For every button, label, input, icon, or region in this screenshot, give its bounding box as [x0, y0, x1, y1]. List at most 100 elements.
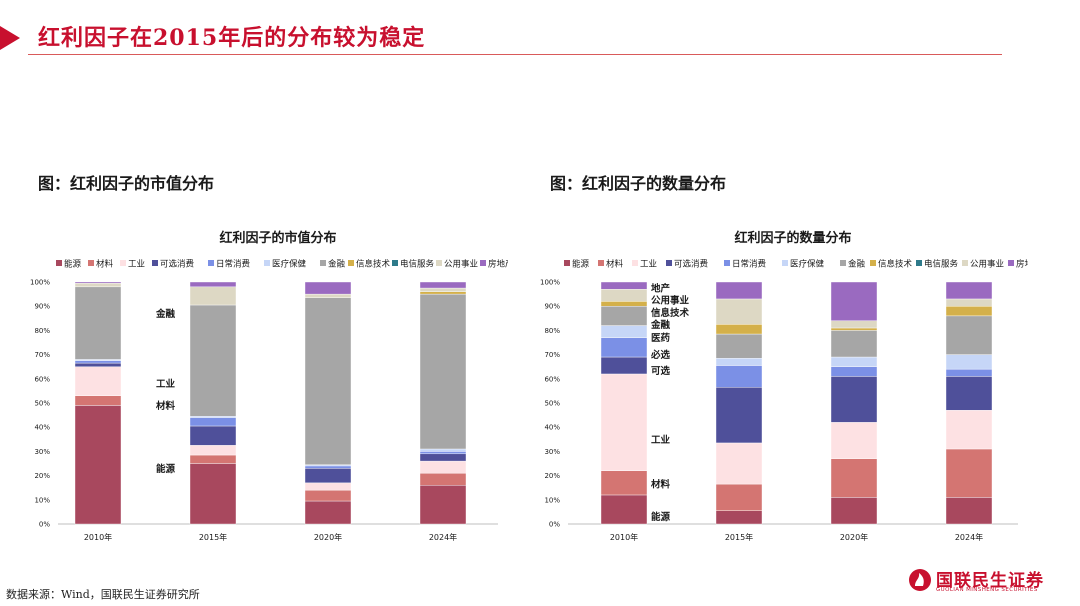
legend-swatch	[598, 260, 604, 266]
legend-label: 日常消费	[216, 259, 251, 270]
bar-segment	[945, 354, 993, 370]
y-tick-label: 10%	[544, 496, 560, 504]
company-logo: 国联民生证券 GUOLIAN MINSHENG SECURITIES	[908, 564, 1058, 596]
legend-swatch	[480, 260, 486, 266]
bar-segment	[600, 325, 648, 338]
y-tick-label: 50%	[34, 400, 50, 408]
y-tick-label: 0%	[549, 521, 560, 529]
bar-segment	[715, 365, 763, 388]
legend-swatch	[392, 260, 398, 266]
legend-swatch	[870, 260, 876, 266]
bar-segment	[945, 298, 993, 307]
bar-segment	[600, 281, 648, 290]
bar-segment	[600, 337, 648, 358]
legend-label: 日常消费	[732, 259, 767, 270]
bar-segment	[419, 287, 467, 292]
annotation-label: 材料	[155, 400, 176, 412]
bar-segment	[830, 356, 878, 367]
legend-label: 可选消费	[674, 259, 709, 270]
annotation-label: 能源	[156, 463, 176, 475]
bar-segment	[189, 454, 237, 464]
bar-segment	[304, 293, 352, 298]
legend-swatch	[916, 260, 922, 266]
bar-segment	[304, 482, 352, 491]
source-note: 数据来源：Wind，国联民生证券研究所	[6, 588, 200, 601]
x-tick-label: 2015年	[199, 532, 227, 542]
legend-swatch	[88, 260, 94, 266]
chart-title: 红利因子的市值分布	[219, 230, 336, 246]
bar-segment	[189, 425, 237, 446]
y-tick-label: 100%	[30, 279, 50, 287]
bar-segment	[715, 281, 763, 300]
bar-segment	[715, 483, 763, 511]
annotation-label: 材料	[650, 479, 671, 491]
legend-label: 材料	[96, 259, 114, 270]
bar-segment	[74, 286, 122, 360]
bar-segment	[419, 293, 467, 450]
bar-segment	[419, 460, 467, 474]
bar-segment	[419, 485, 467, 525]
legend-swatch	[208, 260, 214, 266]
legend-swatch	[632, 260, 638, 266]
bar-segment	[830, 458, 878, 498]
legend-label: 能源	[64, 259, 82, 270]
bar-segment	[715, 442, 763, 485]
bar-segment	[600, 356, 648, 375]
y-tick-label: 80%	[34, 327, 50, 335]
legend-label: 材料	[606, 259, 624, 270]
legend-swatch	[724, 260, 730, 266]
legend-swatch	[782, 260, 788, 266]
legend-swatch	[666, 260, 672, 266]
bar-segment	[830, 366, 878, 377]
y-tick-label: 50%	[544, 400, 560, 408]
bar-segment	[189, 417, 237, 427]
bar-segment	[600, 305, 648, 326]
bar-segment	[830, 376, 878, 423]
y-tick-label: 90%	[544, 303, 560, 311]
annotation-label: 公用事业	[651, 295, 690, 307]
bar-segment	[945, 376, 993, 411]
bar-segment	[715, 387, 763, 444]
legend-label: 医疗保健	[272, 259, 307, 270]
legend-swatch	[56, 260, 62, 266]
legend-swatch	[320, 260, 326, 266]
bar-segment	[830, 497, 878, 525]
annotation-label: 医药	[651, 332, 671, 344]
bar-segment	[945, 368, 993, 377]
x-tick-label: 2015年	[725, 532, 753, 542]
y-tick-label: 40%	[544, 424, 560, 432]
bar-segment	[189, 286, 237, 306]
legend-label: 能源	[572, 259, 590, 270]
bar-segment	[715, 324, 763, 335]
bar-segment	[600, 301, 648, 307]
bar-segment	[304, 489, 352, 502]
legend-swatch	[348, 260, 354, 266]
y-tick-label: 60%	[34, 375, 50, 383]
bar-segment	[945, 410, 993, 450]
bar-segment	[304, 500, 352, 525]
x-tick-label: 2010年	[610, 532, 638, 542]
bar-segment	[419, 451, 467, 455]
bar-segment	[74, 362, 122, 367]
x-tick-label: 2010年	[84, 532, 112, 542]
bar-segment	[304, 281, 352, 295]
title-divider	[28, 54, 1002, 55]
bar-segment	[600, 289, 648, 302]
legend-label: 金融	[848, 259, 866, 270]
legend-label: 电信服务	[924, 259, 959, 270]
annotation-label: 能源	[651, 511, 671, 523]
annotation-label: 工业	[156, 378, 176, 390]
flame-logo-icon	[909, 569, 931, 591]
y-tick-label: 0%	[39, 521, 50, 529]
legend-label: 医疗保健	[790, 259, 825, 270]
annotation-label: 地产	[651, 283, 671, 295]
annotation-label: 可选	[651, 365, 671, 377]
legend-swatch	[962, 260, 968, 266]
bar-segment	[304, 465, 352, 469]
bar-segment	[715, 333, 763, 359]
bar-segment	[74, 283, 122, 288]
x-tick-label: 2024年	[429, 532, 457, 542]
bar-segment	[830, 330, 878, 358]
legend-label: 可选消费	[160, 259, 195, 270]
bar-segment	[419, 453, 467, 462]
